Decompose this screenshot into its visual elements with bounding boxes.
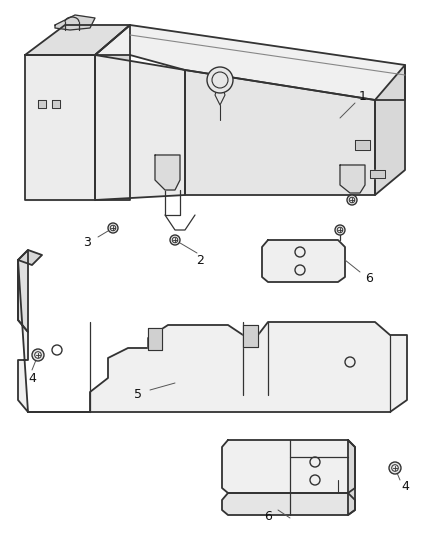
- Polygon shape: [52, 100, 60, 108]
- Text: 6: 6: [264, 510, 272, 522]
- Polygon shape: [155, 155, 180, 190]
- Text: 3: 3: [83, 237, 91, 249]
- Polygon shape: [95, 25, 130, 200]
- Polygon shape: [222, 440, 355, 493]
- Circle shape: [347, 195, 357, 205]
- Polygon shape: [340, 165, 365, 193]
- Text: 5: 5: [134, 387, 142, 400]
- Text: 2: 2: [196, 254, 204, 266]
- Circle shape: [170, 235, 180, 245]
- Polygon shape: [262, 240, 345, 282]
- Circle shape: [335, 225, 345, 235]
- Circle shape: [32, 349, 44, 361]
- Polygon shape: [18, 250, 28, 332]
- Polygon shape: [18, 260, 407, 412]
- Polygon shape: [95, 55, 185, 200]
- Polygon shape: [55, 15, 95, 30]
- Polygon shape: [243, 325, 258, 347]
- Polygon shape: [25, 55, 95, 200]
- Text: 6: 6: [365, 271, 373, 285]
- Polygon shape: [375, 65, 405, 195]
- Text: 1: 1: [359, 91, 367, 103]
- Circle shape: [108, 223, 118, 233]
- Polygon shape: [355, 140, 370, 150]
- Polygon shape: [18, 250, 42, 265]
- Circle shape: [389, 462, 401, 474]
- Polygon shape: [185, 70, 375, 195]
- Polygon shape: [95, 25, 405, 100]
- Polygon shape: [348, 440, 355, 515]
- Polygon shape: [148, 328, 162, 350]
- Text: 4: 4: [28, 372, 36, 384]
- Polygon shape: [222, 493, 355, 515]
- Circle shape: [207, 67, 233, 93]
- Text: 4: 4: [401, 481, 409, 494]
- Polygon shape: [38, 100, 46, 108]
- Polygon shape: [370, 170, 385, 178]
- Polygon shape: [25, 25, 130, 55]
